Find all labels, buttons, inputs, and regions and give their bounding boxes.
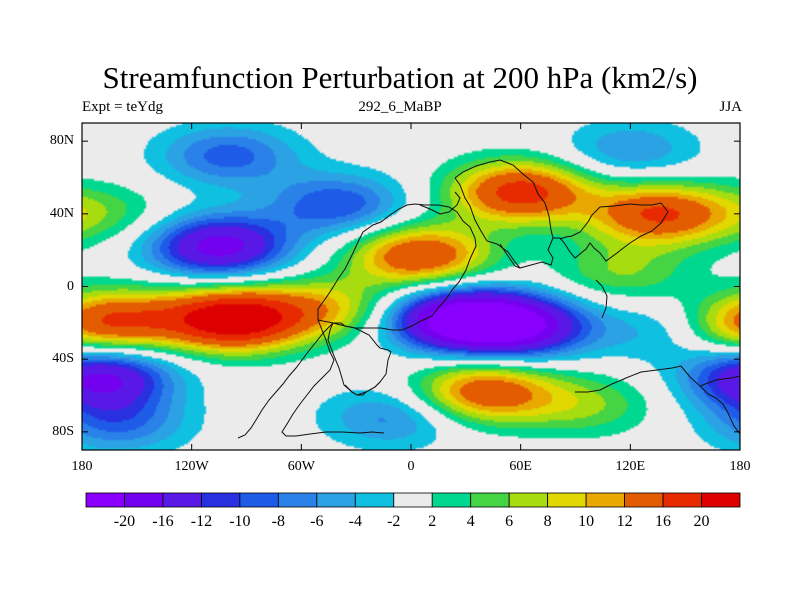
- lon-tick-label: 180: [71, 459, 93, 474]
- colorbar-swatch: [662, 492, 702, 508]
- run-label: 292_6_MaBP: [358, 99, 442, 115]
- colorbar-label: 4: [466, 513, 475, 530]
- coast-eurasia: [454, 159, 669, 262]
- colorbar-swatch: [277, 492, 318, 508]
- colorbar-label: -6: [310, 513, 324, 530]
- colorbar-label: -2: [387, 513, 401, 530]
- coast-south-africa: [344, 381, 381, 396]
- colorbar-swatch: [585, 492, 625, 508]
- colorbar-label: -12: [190, 513, 213, 530]
- coast-arabia: [499, 243, 521, 269]
- coast-australia: [575, 365, 740, 435]
- colorbar-swatch: [701, 492, 741, 508]
- coastlines: [237, 159, 740, 439]
- coast-mediterranean: [419, 191, 461, 215]
- coast-europe-asia: [454, 177, 554, 269]
- coast-indochina: [595, 279, 608, 319]
- colorbar-swatch: [124, 492, 164, 508]
- season-label: JJA: [719, 99, 742, 115]
- field-raster: [82, 123, 740, 450]
- lat-tick-label: 40N: [49, 205, 74, 221]
- lat-tick-label: 80N: [49, 133, 74, 149]
- colorbar-swatch: [85, 492, 125, 508]
- colorbar-label: 12: [616, 513, 633, 530]
- colorbar-label: 10: [578, 513, 595, 530]
- plot-title: Streamfunction Perturbation at 200 hPa (…: [102, 60, 698, 95]
- experiment-label: Expt = teYdg: [82, 99, 163, 115]
- colorbar-label: 16: [655, 513, 672, 530]
- colorbar-swatch: [239, 492, 279, 508]
- colorbar: [85, 492, 741, 508]
- colorbar-label: 6: [505, 513, 514, 530]
- colorbar-swatch: [624, 492, 664, 508]
- lon-tick-label: 60W: [287, 459, 315, 474]
- colorbar-label: -8: [271, 513, 285, 530]
- lat-tick-label: 40S: [52, 351, 74, 367]
- coast-south-america-east: [281, 319, 385, 437]
- lon-tick-label: 0: [407, 459, 415, 474]
- lon-tick-label: 60E: [509, 459, 532, 474]
- colorbar-swatch: [316, 492, 356, 508]
- lon-tick-label: 180: [729, 459, 751, 474]
- lat-tick-label: 80S: [52, 423, 74, 439]
- colorbar-label: -4: [348, 513, 362, 530]
- colorbar-swatch: [354, 492, 395, 508]
- colorbar-label: -20: [113, 513, 136, 530]
- coast-new-zealand: [699, 375, 740, 387]
- colorbar-swatch: [470, 492, 510, 508]
- colorbar-swatch: [431, 492, 472, 508]
- coast-africa-north: [317, 203, 477, 331]
- lat-tick-label: 0: [67, 278, 74, 294]
- lon-tick-label: 120W: [174, 459, 209, 474]
- colorbar-label: -16: [152, 513, 174, 530]
- lon-tick-label: 120E: [615, 459, 646, 474]
- coast-south-america-west: [237, 322, 334, 439]
- colorbar-swatch: [162, 492, 202, 508]
- colorbar-swatch: [201, 492, 241, 508]
- colorbar-swatch: [547, 492, 587, 508]
- colorbar-swatch: [508, 492, 549, 508]
- colorbar-label: 2: [428, 513, 437, 530]
- axis-ticks: [81, 123, 741, 450]
- colorbar-label: 20: [693, 513, 710, 530]
- colorbar-swatch: [393, 492, 433, 508]
- colorbar-label: -10: [229, 513, 251, 530]
- colorbar-label: 8: [543, 513, 552, 530]
